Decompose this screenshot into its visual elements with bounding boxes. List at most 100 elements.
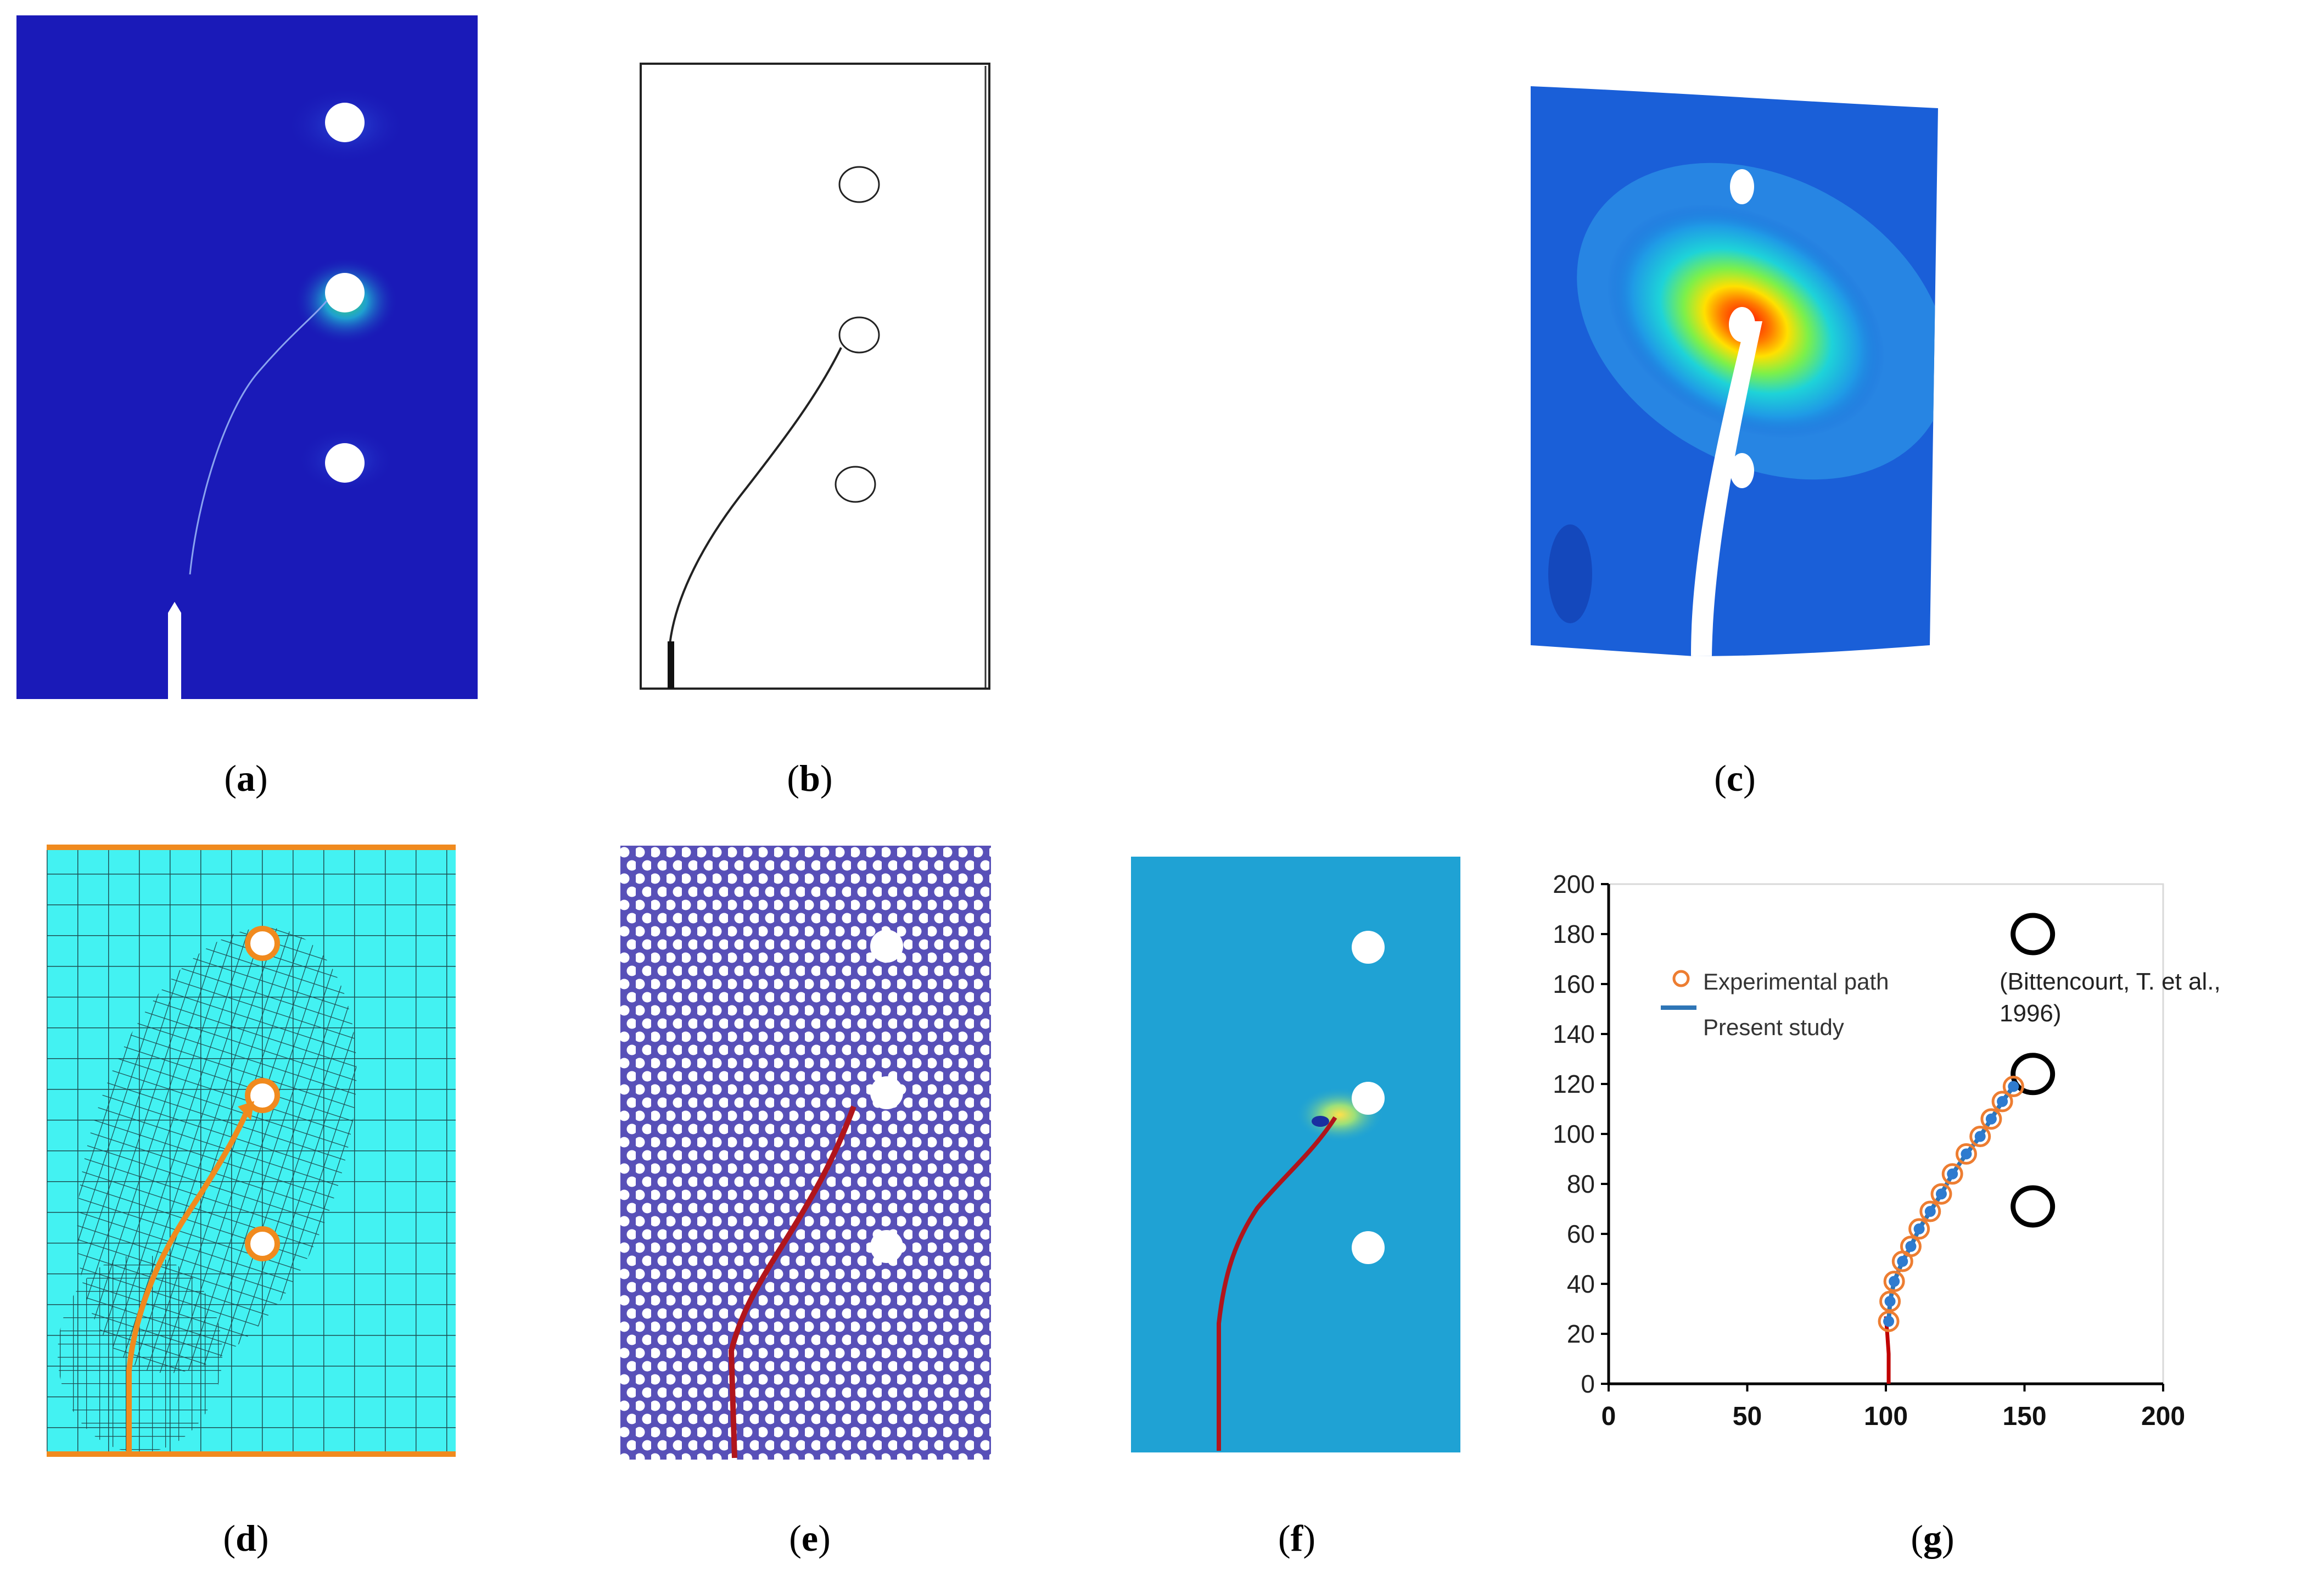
- crack-path: [126, 1109, 250, 1452]
- crack-opening: [1691, 321, 1762, 656]
- caption-f: (f): [1278, 1517, 1315, 1559]
- panel-b-image: [640, 63, 990, 690]
- present-study-point: [1947, 1168, 1958, 1180]
- x-tick-label: 0: [1601, 1402, 1616, 1430]
- legend-label-experimental: Experimental path: [1703, 969, 1889, 994]
- annotation-line1: (Bittencourt, T. et al.,: [2000, 968, 2221, 995]
- hole-top: [1352, 931, 1385, 964]
- y-tick-label: 180: [1553, 920, 1595, 948]
- present-study-point: [1897, 1256, 1908, 1267]
- panel-e-image: [620, 846, 991, 1460]
- hole-top: [838, 166, 880, 203]
- y-tick-label: 0: [1581, 1370, 1595, 1398]
- panel-c: [1526, 80, 1944, 689]
- x-tick-label: 50: [1733, 1402, 1762, 1430]
- y-tick-label: 40: [1567, 1270, 1595, 1298]
- panel-f-image: [1131, 857, 1460, 1452]
- field-background: [1131, 857, 1460, 1452]
- y-tick-label: 160: [1553, 970, 1595, 998]
- hole-middle: [1352, 1082, 1385, 1115]
- present-study-point: [1883, 1316, 1895, 1327]
- hole-bottom: [1730, 453, 1754, 488]
- present-study-point: [1913, 1223, 1925, 1234]
- caption-e: (e): [789, 1517, 831, 1559]
- x-tick-label: 200: [2141, 1402, 2185, 1430]
- caption-g: (g): [1911, 1517, 1955, 1559]
- annotation-line2: 1996): [2000, 1000, 2062, 1027]
- crack-path: [669, 347, 842, 645]
- experimental-point: [1930, 1183, 1952, 1205]
- experimental-point: [1879, 1290, 1901, 1312]
- panel-a: [16, 15, 478, 699]
- y-tick-label: 60: [1567, 1220, 1595, 1248]
- x-tick-label: 150: [2002, 1402, 2046, 1430]
- present-study-point: [1997, 1096, 2008, 1107]
- present-study-point: [1889, 1276, 1900, 1287]
- experimental-point: [1991, 1091, 2013, 1113]
- panel-a-background: [16, 15, 478, 699]
- hole-marker: [2011, 1053, 2056, 1096]
- crack-path: [189, 300, 328, 575]
- experimental-point: [1883, 1270, 1905, 1292]
- hole-bottom: [325, 443, 365, 483]
- specimen-outline: [640, 63, 990, 690]
- caption-a: (a): [224, 757, 268, 799]
- y-tick-label: 200: [1553, 870, 1595, 898]
- present-study-point: [1924, 1206, 1936, 1217]
- legend-marker-experimental: [1672, 970, 1690, 987]
- initial-notch: [668, 641, 674, 689]
- hole-bottom: [835, 466, 876, 503]
- hole-middle: [838, 316, 880, 354]
- hole-top: [325, 103, 365, 142]
- crack-path: [1217, 1116, 1337, 1451]
- experimental-point: [1955, 1143, 1977, 1165]
- hole-marker: [2011, 1185, 2056, 1228]
- experimental-point: [1900, 1236, 1922, 1258]
- crack-arrow: [238, 1101, 254, 1120]
- experimental-point: [1969, 1126, 1991, 1148]
- present-study-point: [2008, 1081, 2019, 1092]
- present-study-point: [1974, 1131, 1986, 1142]
- panel-b: [637, 59, 994, 692]
- initial-notch: [168, 602, 181, 699]
- panel-e: [620, 846, 991, 1460]
- hole-middle: [870, 1076, 903, 1109]
- experimental-point: [1941, 1163, 1963, 1185]
- hole-middle: [1729, 307, 1755, 342]
- panel-a-image: [16, 15, 478, 699]
- panel-c-image: [1531, 86, 1938, 656]
- panel-f: [1131, 857, 1460, 1452]
- hole-bottom: [245, 1226, 280, 1261]
- panel-g: 0 20 40 60 80 100 120 140 160 180 200 0 50 100 150 200 …: [1499, 865, 2322, 1430]
- experimental-point: [1980, 1108, 2002, 1130]
- caption-b: (b): [787, 757, 833, 799]
- experimental-point: [1919, 1200, 1941, 1222]
- y-tick-label: 120: [1553, 1070, 1595, 1098]
- experimental-point: [1908, 1218, 1930, 1240]
- experimental-point: [2002, 1076, 2024, 1098]
- hole-top: [1730, 169, 1754, 204]
- crack-path: [728, 1105, 856, 1458]
- present-study-point: [1884, 1295, 1896, 1307]
- hole-marker: [2011, 913, 2056, 955]
- present-study-point: [1985, 1113, 1997, 1125]
- hole-top: [245, 926, 280, 961]
- caption-c: (c): [1714, 757, 1756, 799]
- present-study-point: [1936, 1188, 1947, 1200]
- x-tick-label: 100: [1864, 1402, 1908, 1430]
- hole-bottom: [1352, 1231, 1385, 1264]
- hole-bottom: [870, 1230, 903, 1263]
- caption-d: (d): [223, 1517, 269, 1559]
- y-tick-label: 80: [1567, 1170, 1595, 1198]
- panel-d-image: [47, 845, 456, 1457]
- experimental-point: [1878, 1310, 1900, 1332]
- legend-label-present: Present study: [1703, 1014, 1844, 1040]
- present-study-point: [1905, 1240, 1917, 1252]
- panel-d: [47, 843, 456, 1461]
- present-study-point: [1961, 1148, 1972, 1160]
- hole-middle: [245, 1078, 280, 1113]
- hole-top: [870, 930, 903, 963]
- particle-field: [620, 846, 991, 1460]
